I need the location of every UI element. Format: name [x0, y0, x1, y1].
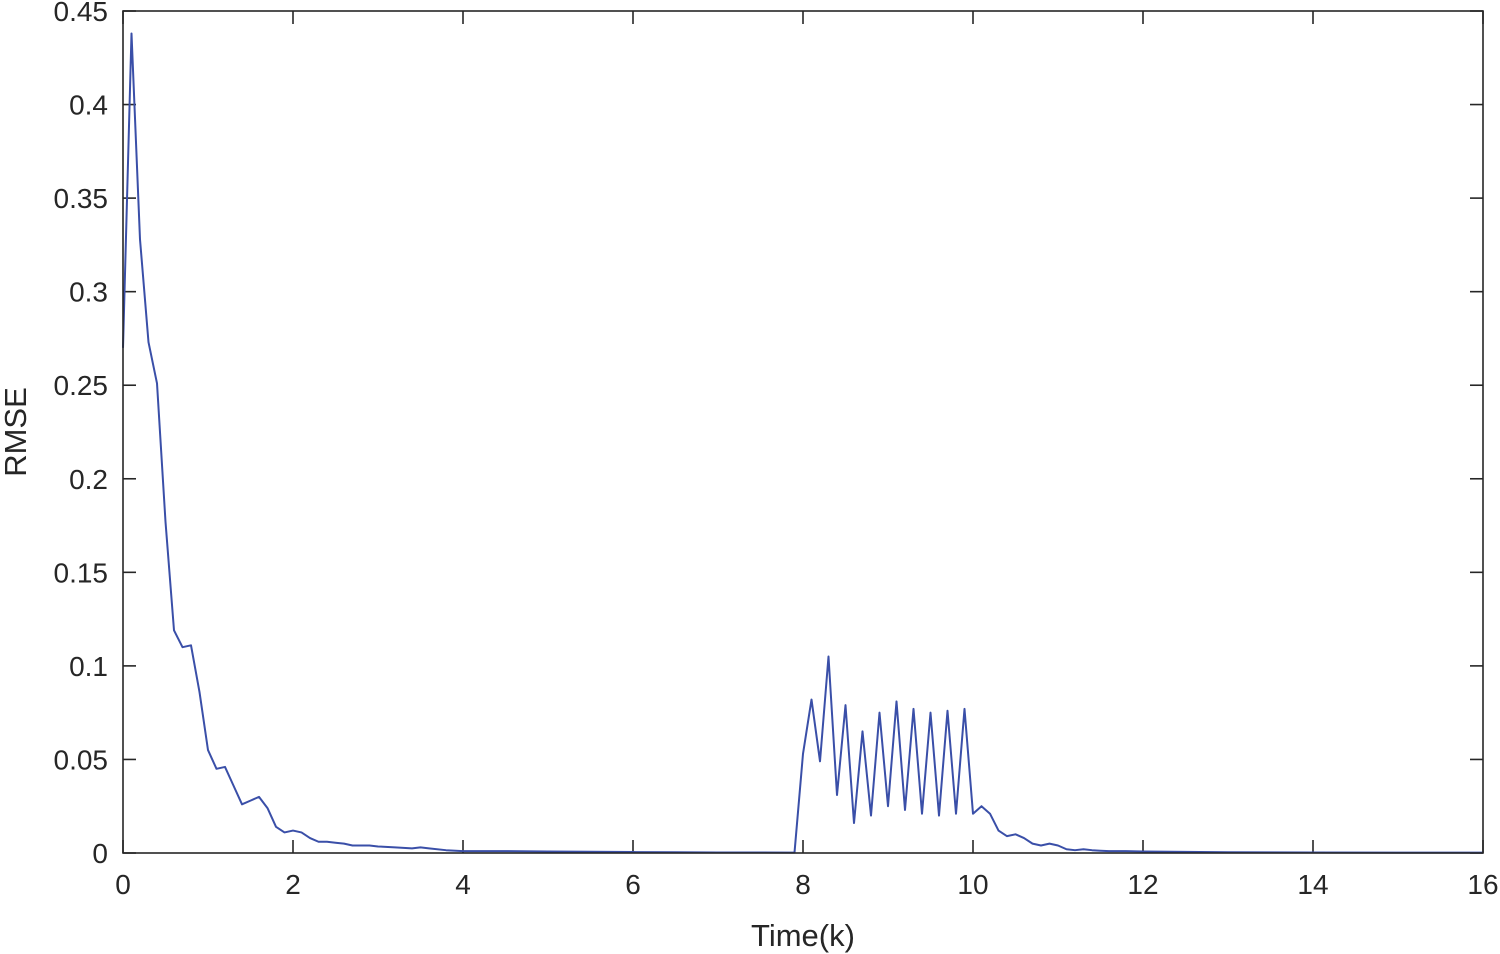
y-tick-labels: 0 0.05 0.1 0.15 0.2 0.25 0.3 0.35 0.4 0.45 [54, 0, 109, 869]
x-tick-label: 6 [625, 869, 641, 900]
y-tick-label: 0.05 [54, 744, 109, 775]
x-tick-label: 4 [455, 869, 471, 900]
x-tick-label: 0 [115, 869, 131, 900]
y-tick-label: 0.35 [54, 183, 109, 214]
x-tick-label: 10 [957, 869, 988, 900]
plot-frame [122, 10, 1484, 854]
y-axis-label: RMSE [0, 387, 33, 477]
y-tick-label: 0.25 [54, 370, 109, 401]
y-tick-label: 0.15 [54, 557, 109, 588]
x-tick-label: 12 [1127, 869, 1158, 900]
y-tick-label: 0.45 [54, 0, 109, 27]
x-tick-label: 16 [1467, 869, 1498, 900]
y-tick-label: 0.4 [69, 90, 108, 121]
plot-area [123, 11, 1483, 853]
x-tick-label: 8 [795, 869, 811, 900]
y-tick-label: 0 [92, 838, 108, 869]
x-tick-label: 2 [285, 869, 301, 900]
y-tick-label: 0.1 [69, 651, 108, 682]
x-axis-label: Time(k) [751, 918, 855, 953]
y-tick-label: 0.2 [69, 464, 108, 495]
x-tick-labels: 0 2 4 6 8 10 12 14 16 [115, 869, 1498, 900]
x-tick-label: 14 [1297, 869, 1328, 900]
y-tick-label: 0.3 [69, 277, 108, 308]
